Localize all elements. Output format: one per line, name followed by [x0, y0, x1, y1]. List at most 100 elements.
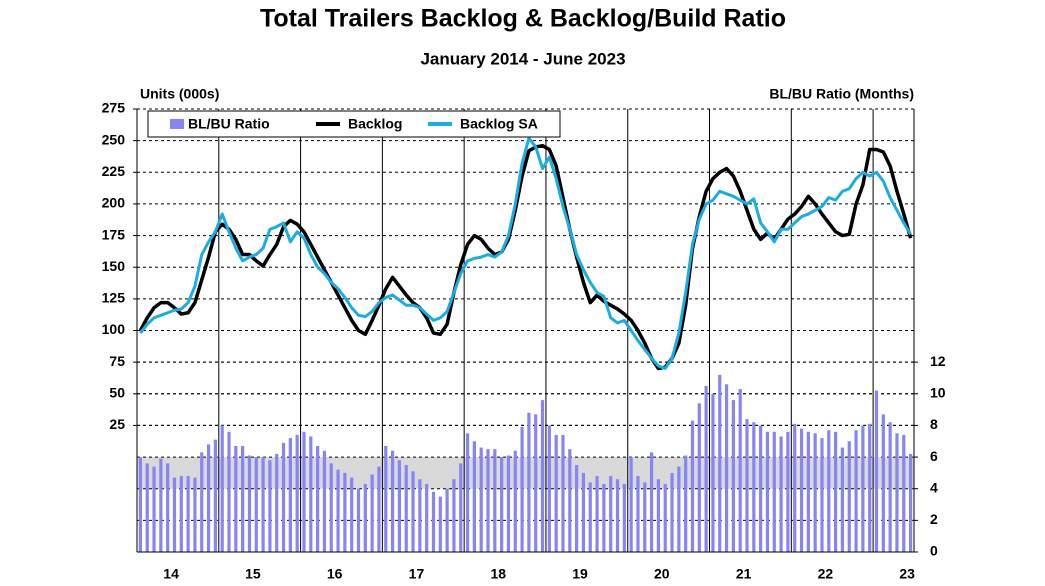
bar	[200, 452, 204, 552]
bar	[213, 439, 217, 552]
x-tick-label: 14	[163, 566, 179, 582]
bar	[275, 453, 279, 552]
bar	[765, 431, 770, 552]
bar	[438, 496, 442, 552]
bar	[193, 477, 197, 552]
y-tick-label: 175	[102, 226, 126, 242]
bar	[452, 479, 456, 552]
y-tick-label: 50	[109, 384, 125, 400]
bar	[145, 463, 149, 552]
y-tick-label: 25	[109, 416, 125, 432]
bar	[581, 472, 586, 552]
bar	[343, 472, 347, 552]
legend-box	[147, 110, 561, 138]
y-tick-label: 275	[102, 100, 126, 116]
bar	[847, 441, 851, 552]
bar	[479, 447, 483, 552]
bar	[281, 442, 286, 552]
bar	[690, 420, 695, 552]
bar	[874, 390, 879, 552]
bar	[179, 476, 183, 552]
bar	[697, 403, 701, 552]
bar	[241, 445, 245, 552]
bar	[534, 414, 538, 552]
y2-axis-title: BL/BU Ratio (Months)	[769, 86, 914, 102]
bar	[295, 434, 299, 552]
bar	[397, 460, 402, 552]
y-tick-label: 250	[102, 131, 126, 147]
chart-subtitle: January 2014 - June 2023	[420, 49, 625, 68]
bar	[888, 422, 892, 552]
legend-label: Backlog	[348, 116, 402, 132]
normal-range-band	[137, 457, 914, 489]
bar	[418, 479, 422, 552]
bar	[377, 466, 381, 552]
bar	[793, 423, 797, 552]
bar	[554, 434, 558, 552]
bar	[752, 422, 756, 552]
y-tick-label: 75	[109, 353, 125, 369]
x-tick-label: 15	[245, 566, 261, 582]
bar	[731, 400, 735, 552]
bar	[908, 453, 913, 552]
bar	[356, 488, 361, 552]
bar	[684, 455, 688, 552]
y-tick-label: 200	[102, 195, 126, 211]
bar	[745, 419, 749, 552]
bar	[166, 463, 170, 552]
x-tick-label: 20	[654, 566, 670, 582]
bar	[568, 449, 572, 552]
bar	[656, 479, 661, 552]
x-tick-label: 19	[572, 566, 588, 582]
bar	[329, 463, 333, 552]
bar	[868, 423, 872, 552]
bar	[431, 491, 436, 552]
bar	[704, 385, 708, 552]
y-tick-label: 225	[102, 163, 126, 179]
bar	[322, 450, 327, 552]
bar	[561, 434, 565, 552]
bar	[786, 431, 790, 552]
bar	[806, 431, 810, 552]
bar	[404, 464, 408, 552]
bar	[840, 447, 845, 552]
bar	[500, 457, 504, 552]
y-axis-title: Units (000s)	[140, 86, 219, 102]
bar	[411, 471, 415, 552]
bar	[575, 464, 579, 552]
bar	[288, 438, 292, 552]
bar	[384, 445, 388, 552]
y2-tick-label: 4	[930, 479, 938, 495]
bar	[520, 427, 524, 552]
bar	[493, 449, 497, 552]
bar	[152, 466, 156, 552]
bar	[227, 431, 231, 552]
bar	[547, 425, 551, 552]
bar	[316, 445, 320, 552]
bar	[220, 425, 224, 552]
bar	[643, 482, 647, 552]
y2-tick-label: 6	[930, 448, 938, 464]
bar	[588, 482, 592, 552]
bar	[649, 452, 654, 552]
bar	[663, 483, 667, 552]
bar	[854, 430, 858, 552]
bar	[820, 438, 824, 552]
bar	[206, 444, 211, 552]
bar	[738, 389, 742, 552]
bar	[602, 483, 606, 552]
bar	[718, 374, 722, 552]
bar	[895, 433, 899, 552]
bar	[363, 483, 367, 552]
y-tick-label: 150	[102, 258, 126, 274]
y2-tick-label: 12	[930, 353, 946, 369]
bar	[302, 431, 306, 552]
bar	[677, 466, 681, 552]
bar	[445, 488, 449, 552]
bar	[527, 412, 531, 552]
bar	[390, 450, 395, 552]
chart-title: Total Trailers Backlog & Backlog/Build R…	[260, 5, 786, 33]
bar	[834, 431, 838, 552]
bar	[772, 431, 776, 552]
